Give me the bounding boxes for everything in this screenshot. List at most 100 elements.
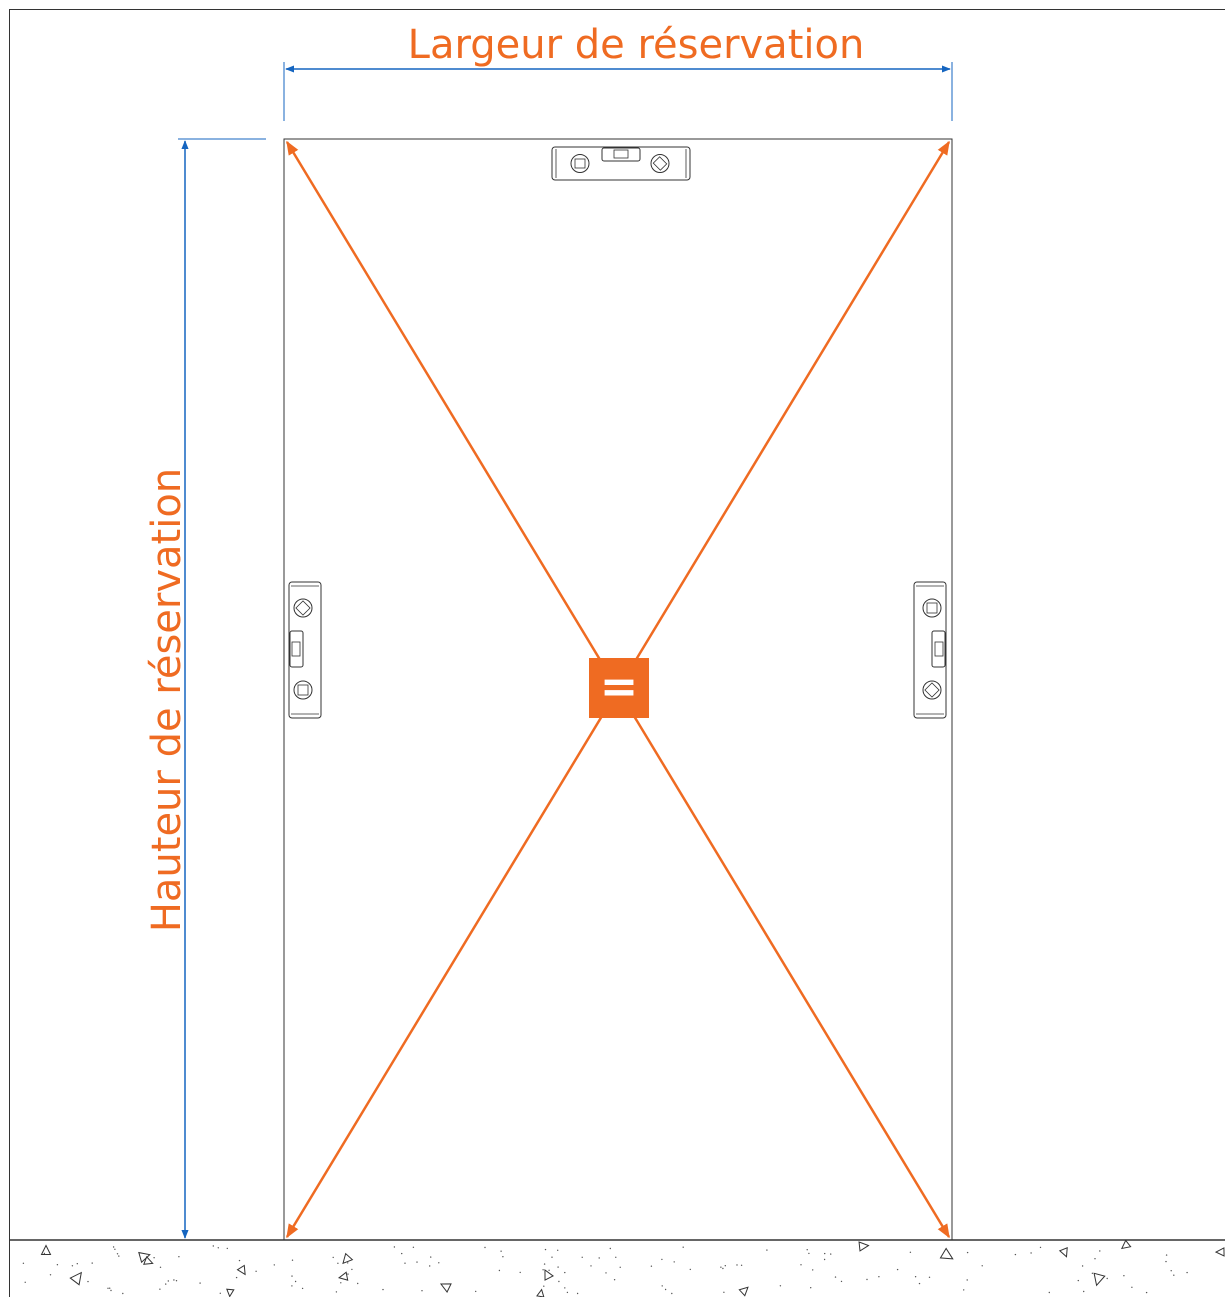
aggregate-dot <box>909 1251 912 1254</box>
aggregate-dot <box>22 1262 25 1265</box>
aggregate-dot <box>661 1285 663 1287</box>
aggregate-dot <box>766 1249 768 1251</box>
aggregate-dot <box>671 1292 673 1295</box>
aggregate-dot <box>1030 1252 1032 1254</box>
aggregate-dot <box>421 1290 423 1292</box>
aggregate-dot <box>779 1285 782 1287</box>
aggregate-dot <box>664 1288 667 1291</box>
aggregate-dot <box>581 1256 583 1259</box>
aggregate-dot <box>724 1265 726 1267</box>
aggregate-dot <box>500 1250 502 1252</box>
aggregate-dot <box>1165 1260 1167 1263</box>
aggregate-dot <box>76 1263 79 1265</box>
aggregate-dot <box>689 1268 691 1271</box>
aggregate-dot <box>566 1291 569 1294</box>
aggregate-dot <box>576 1292 579 1295</box>
aggregate-dot <box>808 1252 810 1255</box>
aggregate-dot <box>167 1280 169 1282</box>
aggregate-dot <box>1186 1271 1188 1274</box>
aggregate-dot <box>548 1269 550 1272</box>
aggregate-dot <box>918 1282 921 1285</box>
aggregate-dot <box>335 1291 338 1293</box>
aggregate-dot <box>1014 1253 1017 1256</box>
aggregate-dot <box>1099 1250 1101 1252</box>
aggregate-dot <box>1170 1270 1172 1272</box>
aggregate-dot <box>173 1279 175 1281</box>
aggregate-dot <box>159 1266 162 1269</box>
width-label: Largeur de réservation <box>408 22 865 68</box>
aggregate-dot <box>178 1256 180 1258</box>
aggregate-dot <box>412 1246 415 1249</box>
aggregate-dot <box>1173 1274 1175 1276</box>
aggregate-dot <box>24 1281 26 1284</box>
aggregate-dot <box>107 1287 109 1290</box>
aggregate-dot <box>590 1265 592 1267</box>
aggregate-dot <box>1131 1286 1133 1289</box>
aggregate-dot <box>605 1272 607 1274</box>
aggregate-dot <box>830 1253 832 1255</box>
aggregate-dot <box>682 1246 684 1248</box>
aggregate-dot <box>619 1266 621 1269</box>
aggregate-dot <box>736 1264 738 1266</box>
aggregate-dot <box>255 1270 257 1273</box>
aggregate-dot <box>1083 1290 1085 1293</box>
spirit-level-icon <box>551 146 691 181</box>
aggregate-dot <box>357 1282 359 1285</box>
aggregate-dot <box>153 1257 155 1259</box>
aggregate-dot <box>1039 1246 1042 1249</box>
aggregate-dot <box>824 1252 826 1255</box>
aggregate-dot <box>1145 1291 1148 1294</box>
aggregate-dot <box>722 1267 724 1270</box>
aggregate-dot <box>1077 1279 1080 1282</box>
aggregate-dot <box>1048 1291 1051 1294</box>
aggregate-dot <box>71 1265 74 1267</box>
width-dimension <box>283 62 953 121</box>
aggregate-dot <box>347 1273 349 1275</box>
aggregate-dot <box>438 1262 440 1264</box>
aggregate-dot <box>981 1265 983 1267</box>
spirit-level-icon <box>288 581 322 719</box>
aggregate-dot <box>866 1278 868 1281</box>
aggregate-dot <box>1123 1275 1125 1277</box>
aggregate-dot <box>291 1285 293 1287</box>
aggregate-mark <box>536 1288 545 1297</box>
aggregate-dot <box>543 1263 546 1265</box>
aggregate-dot <box>558 1280 560 1283</box>
aggregate-dot <box>544 1248 547 1251</box>
aggregate-dot <box>1106 1277 1108 1280</box>
aggregate-dot <box>91 1262 93 1264</box>
aggregate-dot <box>840 1280 843 1283</box>
aggregate-dot <box>498 1269 501 1272</box>
aggregate-mark <box>439 1283 452 1293</box>
aggregate-mark <box>143 1255 154 1265</box>
aggregate-dot <box>878 1276 880 1278</box>
aggregate-dot <box>564 1271 566 1274</box>
aggregate-dot <box>1165 1254 1168 1256</box>
aggregate-mark <box>738 1286 749 1297</box>
aggregate-dot <box>650 1265 653 1267</box>
aggregate-dot <box>557 1266 559 1268</box>
aggregate-dot <box>551 1256 553 1258</box>
aggregate-dot <box>112 1246 115 1248</box>
aggregate-mark <box>1058 1247 1068 1258</box>
aggregate-mark <box>1120 1239 1132 1250</box>
equal-badge: = <box>589 658 649 718</box>
aggregate-dot <box>519 1271 521 1274</box>
aggregate-dot <box>238 1259 241 1262</box>
aggregate-dot <box>56 1264 59 1266</box>
spirit-level-icon <box>913 581 947 719</box>
aggregate-mark <box>858 1241 870 1252</box>
aggregate-dot <box>543 1285 545 1287</box>
aggregate-dot <box>291 1259 294 1261</box>
aggregate-dot <box>966 1279 968 1281</box>
aggregate-mark <box>69 1271 82 1286</box>
aggregate-dot <box>723 1291 725 1294</box>
equal-sign: = <box>600 659 639 713</box>
aggregate-dot <box>896 1268 899 1271</box>
aggregate-dot <box>226 1247 228 1250</box>
concrete-floor-pattern <box>9 1239 1225 1297</box>
aggregate-dot <box>834 1276 837 1278</box>
aggregate-dot <box>542 1269 544 1271</box>
aggregate-dot <box>615 1256 617 1259</box>
height-label: Hauteur de réservation <box>144 468 190 932</box>
